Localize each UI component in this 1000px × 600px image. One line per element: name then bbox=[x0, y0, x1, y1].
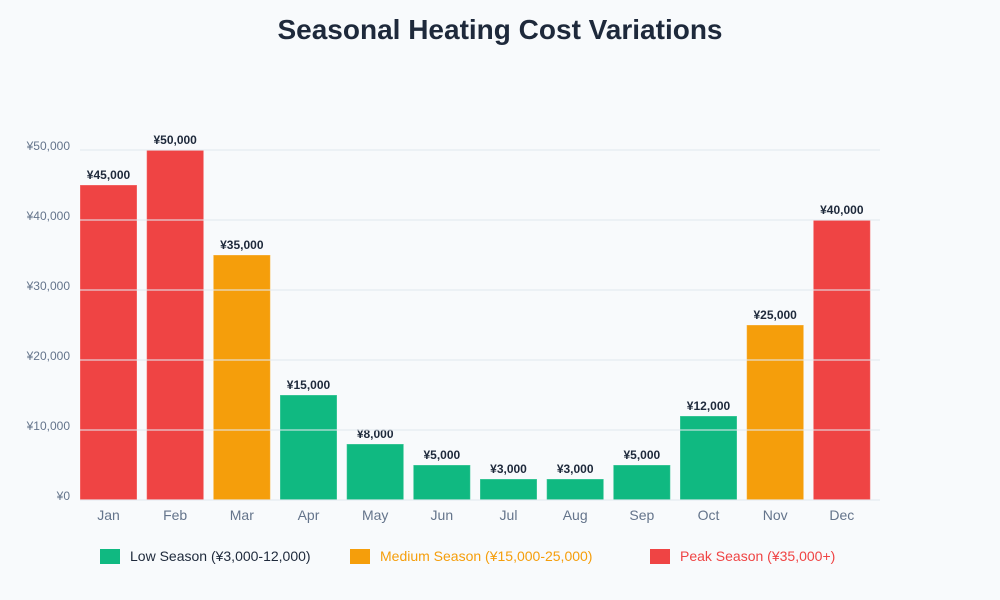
legend-swatch bbox=[350, 548, 370, 564]
bar-nov bbox=[746, 324, 805, 501]
data-label: ¥15,000 bbox=[287, 378, 331, 392]
data-label: ¥5,000 bbox=[623, 448, 660, 462]
bar-jun bbox=[412, 464, 471, 501]
x-tick-label: Jul bbox=[500, 507, 518, 523]
y-tick-label: ¥10,000 bbox=[26, 419, 71, 433]
legend-item-low: Low Season (¥3,000-12,000) bbox=[100, 548, 311, 564]
y-tick-label: ¥40,000 bbox=[26, 209, 71, 223]
data-label: ¥50,000 bbox=[153, 133, 197, 147]
data-label: ¥8,000 bbox=[357, 427, 394, 441]
x-tick-label: Jun bbox=[431, 507, 454, 523]
legend-label: Peak Season (¥35,000+) bbox=[680, 548, 836, 564]
bar-apr bbox=[279, 394, 338, 501]
x-tick-label: Jan bbox=[97, 507, 120, 523]
data-label: ¥3,000 bbox=[490, 462, 527, 476]
bar-jan bbox=[79, 184, 138, 501]
data-label: ¥5,000 bbox=[423, 448, 460, 462]
bar-jul bbox=[479, 478, 538, 501]
legend-item-medium: Medium Season (¥15,000-25,000) bbox=[350, 548, 592, 564]
x-tick-label: Dec bbox=[829, 507, 854, 523]
legend-swatch bbox=[100, 548, 120, 564]
y-tick-label: ¥0 bbox=[56, 489, 71, 503]
legend-swatch bbox=[650, 548, 670, 564]
bar-sep bbox=[612, 464, 671, 501]
x-tick-label: Aug bbox=[563, 507, 588, 523]
chart-title: Seasonal Heating Cost Variations bbox=[277, 14, 723, 45]
y-tick-label: ¥50,000 bbox=[26, 139, 71, 153]
legend-label: Medium Season (¥15,000-25,000) bbox=[380, 548, 593, 564]
y-tick-label: ¥30,000 bbox=[26, 279, 71, 293]
x-tick-label: Oct bbox=[698, 507, 720, 523]
x-tick-label: Mar bbox=[230, 507, 254, 523]
data-label: ¥35,000 bbox=[220, 238, 264, 252]
legend-label: Low Season (¥3,000-12,000) bbox=[130, 548, 311, 564]
data-label: ¥40,000 bbox=[820, 203, 864, 217]
data-label: ¥3,000 bbox=[557, 462, 594, 476]
x-tick-label: Sep bbox=[629, 507, 654, 523]
data-label: ¥45,000 bbox=[87, 168, 131, 182]
bar-mar bbox=[212, 254, 271, 501]
bar-may bbox=[346, 443, 405, 501]
x-tick-label: Feb bbox=[163, 507, 187, 523]
data-label: ¥25,000 bbox=[753, 308, 797, 322]
x-tick-label: Nov bbox=[763, 507, 788, 523]
legend-item-peak: Peak Season (¥35,000+) bbox=[650, 548, 835, 564]
data-label: ¥12,000 bbox=[687, 399, 731, 413]
bar-aug bbox=[546, 478, 605, 501]
bar-oct bbox=[679, 415, 738, 501]
x-tick-label: Apr bbox=[298, 507, 320, 523]
bar-feb bbox=[146, 149, 205, 501]
y-tick-label: ¥20,000 bbox=[26, 349, 71, 363]
x-tick-label: May bbox=[362, 507, 388, 523]
